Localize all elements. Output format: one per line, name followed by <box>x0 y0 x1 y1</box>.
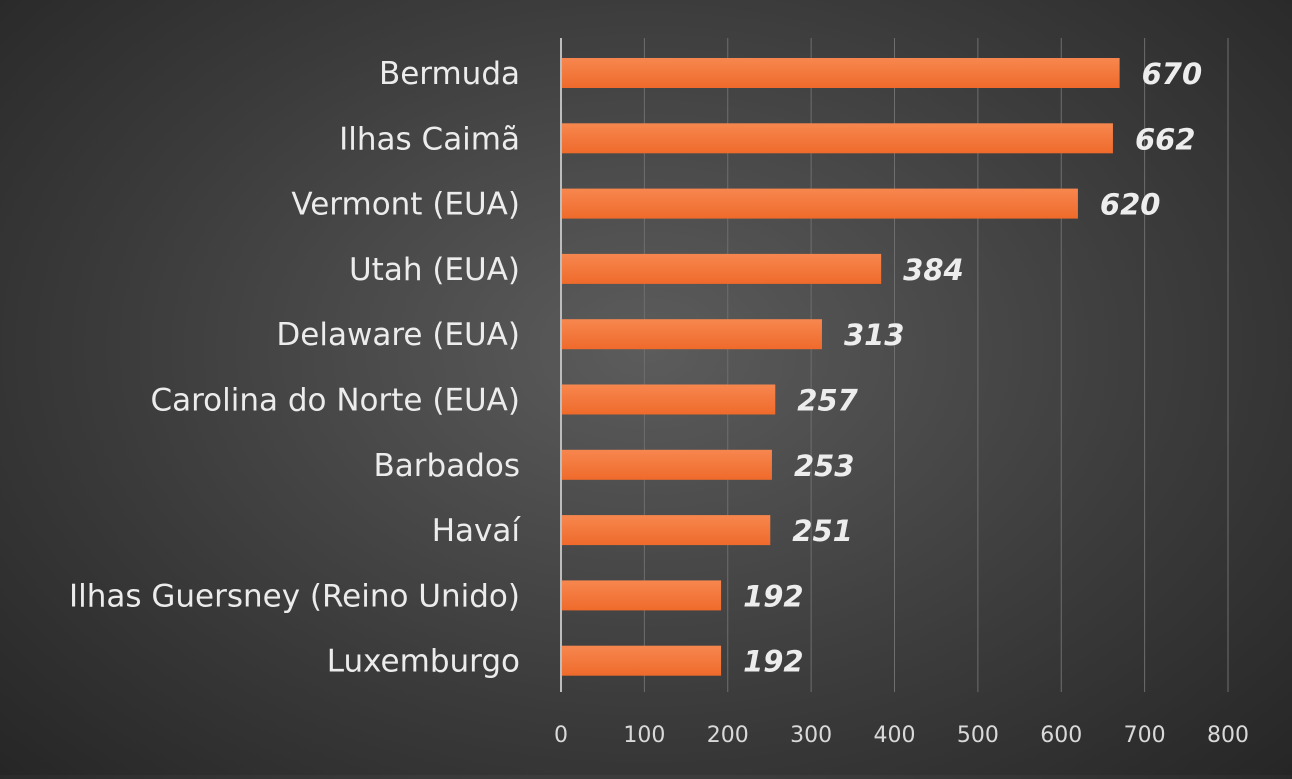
tick-label: 0 <box>554 723 568 748</box>
data-label: 670 <box>1142 57 1203 91</box>
tick-label: 600 <box>1040 723 1082 748</box>
tick-label: 100 <box>623 723 665 748</box>
data-label: 257 <box>797 384 858 418</box>
category-label: Luxemburgo <box>327 644 520 680</box>
bar <box>562 253 882 284</box>
data-labels: 670 662 620 384 313 257 253 251 192 192 <box>743 57 1202 679</box>
bar <box>562 123 1113 154</box>
bar <box>562 515 771 546</box>
tick-label: 500 <box>957 723 999 748</box>
data-label: 384 <box>903 253 964 287</box>
category-label: Ilhas Caimã <box>339 121 520 157</box>
category-label: Bermuda <box>379 56 520 92</box>
category-label: Ilhas Guersney (Reino Unido) <box>69 578 520 614</box>
bar <box>562 645 722 676</box>
data-label: 192 <box>743 645 804 679</box>
bar <box>562 580 722 611</box>
category-label: Barbados <box>374 448 520 484</box>
bar <box>562 188 1078 219</box>
x-axis-tick-labels: 0 100 200 300 400 500 600 700 800 <box>554 723 1249 748</box>
data-label: 192 <box>743 579 804 613</box>
bars <box>562 58 1120 676</box>
data-label: 251 <box>792 514 853 548</box>
data-label: 253 <box>794 449 855 483</box>
tick-label: 400 <box>874 723 916 748</box>
tick-label: 300 <box>790 723 832 748</box>
category-label: Havaí <box>432 513 522 549</box>
bar <box>562 384 776 415</box>
tick-label: 800 <box>1207 723 1249 748</box>
category-label: Delaware (EUA) <box>276 317 520 353</box>
category-label: Vermont (EUA) <box>291 187 520 223</box>
data-label: 662 <box>1135 122 1196 156</box>
category-labels: Bermuda Ilhas Caimã Vermont (EUA) Utah (EUA… <box>69 56 521 680</box>
tick-label: 700 <box>1124 723 1166 748</box>
data-label: 620 <box>1100 188 1161 222</box>
tick-label: 200 <box>707 723 749 748</box>
bar <box>562 319 822 350</box>
bar <box>562 449 772 480</box>
category-label: Utah (EUA) <box>349 252 520 288</box>
data-label: 313 <box>844 318 905 352</box>
category-label: Carolina do Norte (EUA) <box>150 383 520 419</box>
bar <box>562 58 1120 88</box>
